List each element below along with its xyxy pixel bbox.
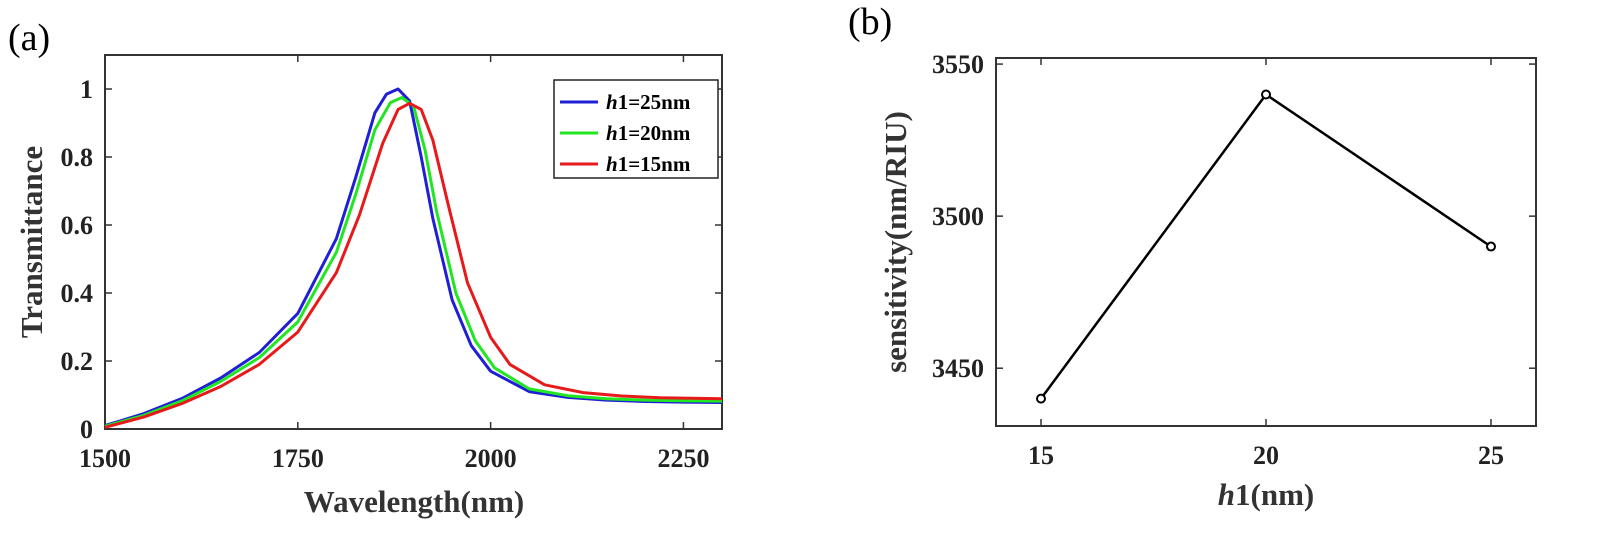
chart-b-frame <box>995 57 1537 427</box>
panel-label-b: (b) <box>848 1 892 43</box>
sensitivity-line <box>1039 92 1492 400</box>
y-tick-label: 0.2 <box>61 347 94 376</box>
chart-a-x-ticks: 1500 1750 2000 2250 <box>79 55 709 473</box>
legend-label: h1=25nm <box>606 90 691 114</box>
chart-a-x-axis-label: Wavelength(nm) <box>304 484 524 519</box>
chart-b-x-ticks: 15 20 25 <box>1028 58 1504 470</box>
legend-box <box>553 79 719 179</box>
chart-a-y-axis-label: Transmittance <box>14 146 49 338</box>
series-line-115nm <box>104 101 723 429</box>
chart-b-x-axis-label: h1(nm) <box>1218 477 1314 512</box>
chart-b-y-axis-label: sensitivity(nm/RIU) <box>878 111 913 373</box>
y-tick-label: 3450 <box>932 354 984 383</box>
y-tick-label: 0.8 <box>61 143 94 172</box>
x-tick-label: 2250 <box>657 444 709 473</box>
data-point <box>1486 241 1496 252</box>
x-tick-label: 1500 <box>79 444 131 473</box>
panel-label-a: (a) <box>8 17 50 59</box>
chart-b-y-ticks: 3450 3500 3550 <box>932 50 1536 383</box>
x-tick-label: 1750 <box>272 444 324 473</box>
y-tick-label: 3550 <box>932 50 984 79</box>
x-tick-label: 20 <box>1253 441 1279 470</box>
legend-label: h1=15nm <box>606 152 691 176</box>
data-point <box>1261 89 1271 100</box>
chart-a-legend: h1=25nm h1=20nm h1=15nm <box>553 79 719 179</box>
x-tick-label: 2000 <box>465 444 517 473</box>
x-tick-label: 15 <box>1028 441 1054 470</box>
y-tick-label: 0 <box>80 415 93 444</box>
chart-b: (b) 15 20 25 3450 3500 3550 h1(nm) sensitivi… <box>848 1 1537 512</box>
y-tick-label: 3500 <box>932 202 984 231</box>
data-point <box>1036 393 1046 404</box>
chart-a-series <box>104 87 723 429</box>
chart-a-y-ticks: 0 0.2 0.4 0.6 0.8 1 <box>61 75 722 444</box>
legend-entries: h1=25nm h1=20nm h1=15nm <box>560 90 691 176</box>
legend-label: h1=20nm <box>606 121 691 145</box>
y-tick-label: 0.6 <box>61 211 94 240</box>
chart-b-series <box>1036 89 1496 404</box>
series-line-125nm <box>104 87 723 428</box>
x-tick-label: 25 <box>1478 441 1504 470</box>
chart-a-frame <box>104 54 723 430</box>
y-tick-label: 0.4 <box>61 279 94 308</box>
y-tick-label: 1 <box>80 75 93 104</box>
chart-a: (a) 1500 1750 2000 2250 0 0.2 0.4 0.6 0.8 1 Wave… <box>8 17 723 519</box>
